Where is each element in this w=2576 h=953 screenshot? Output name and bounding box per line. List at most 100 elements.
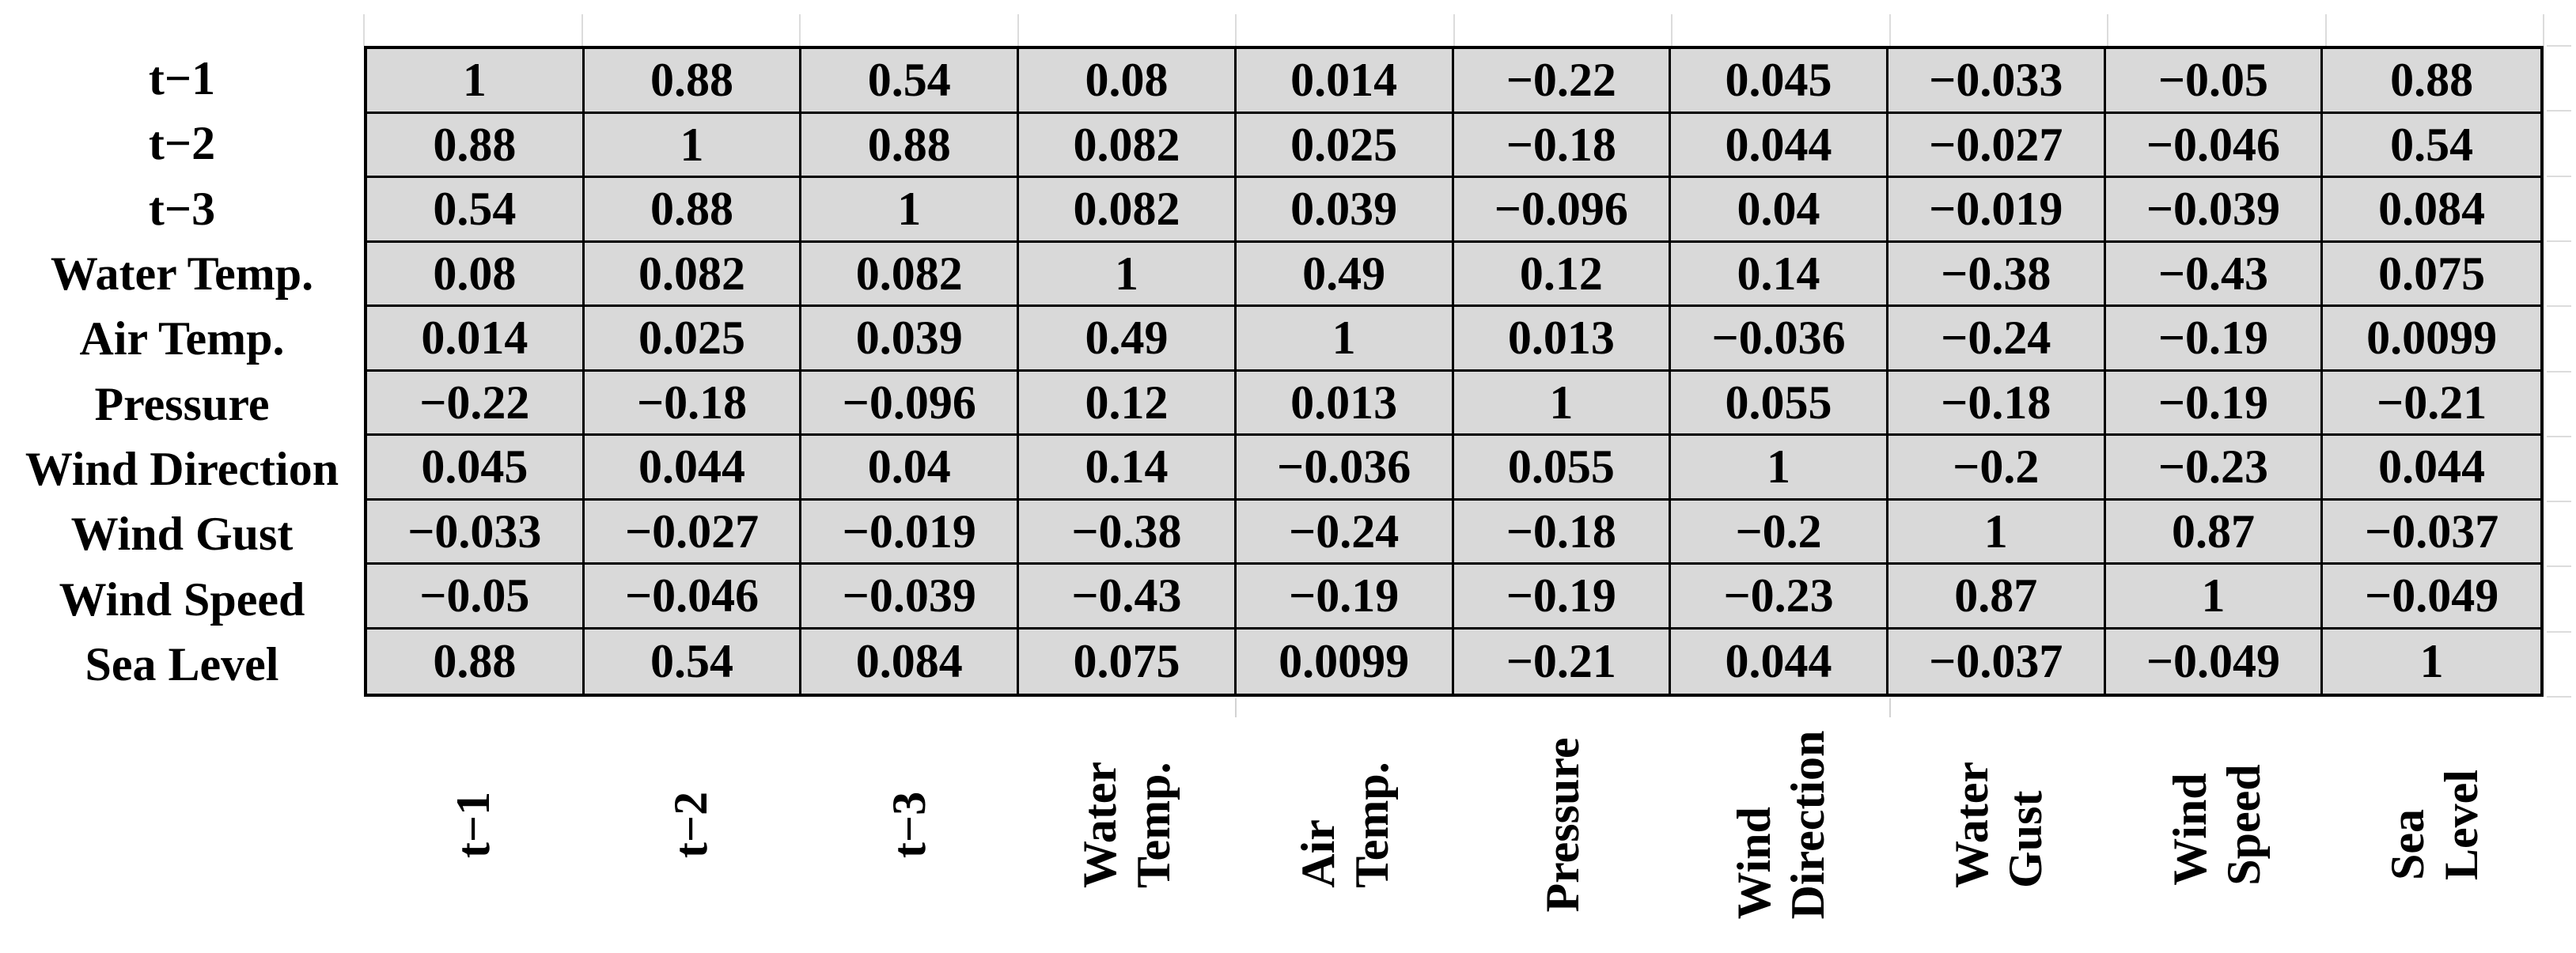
column-label-line: Temp. (1127, 762, 1180, 888)
matrix-cell: −0.43 (2105, 242, 2324, 307)
matrix-cell: −0.033 (367, 500, 585, 565)
matrix-cell: −0.38 (1019, 500, 1237, 565)
sheet-gridline-right (2547, 45, 2571, 47)
column-label-slot: Pressure (1454, 697, 1673, 953)
column-label-line: t−3 (882, 791, 935, 859)
matrix-cell: 0.88 (801, 113, 1020, 178)
matrix-cell: −0.049 (2323, 565, 2540, 630)
row-labels: t−1 t−2 t−3 Water Temp. Air Temp. Pressure Win… (0, 46, 364, 697)
sheet-gridline-above (1453, 14, 1455, 46)
matrix-cell: 1 (2419, 635, 2444, 688)
sheet-gridline-right (2547, 176, 2571, 177)
sheet-gridline-above (581, 14, 583, 46)
matrix-cell: 0.039 (1236, 178, 1454, 243)
matrix-cell: 1 (2105, 565, 2324, 630)
matrix-cell: −0.05 (2105, 49, 2324, 114)
column-label-line: t−2 (665, 791, 718, 859)
matrix-cell: −0.23 (1671, 565, 1888, 630)
matrix-cell: −0.036 (1236, 436, 1454, 501)
matrix-cell: 0.04 (801, 436, 1020, 501)
column-label-slot: t−1 (364, 697, 582, 953)
matrix-cell: −0.036 (1671, 307, 1888, 372)
column-label: Water Temp. (1073, 762, 1180, 888)
column-label-slot: t−2 (582, 697, 801, 953)
matrix-cell: 1 (1453, 371, 1672, 436)
sheet-gridline-right (2547, 371, 2571, 373)
sheet-gridline-below (1235, 698, 1237, 717)
column-label-slot: t−3 (800, 697, 1018, 953)
matrix-cell: 0.014 (367, 307, 585, 372)
matrix-cell: −0.05 (367, 565, 585, 630)
matrix-cell: −0.18 (584, 371, 802, 436)
sheet-gridline-above (1017, 14, 1019, 46)
column-label-line: t−1 (446, 791, 499, 859)
matrix-cell: 0.055 (1453, 436, 1672, 501)
matrix-cell: 0.082 (1019, 113, 1237, 178)
column-label: t−2 (664, 792, 718, 858)
matrix-cell: −0.22 (1453, 49, 1672, 114)
sheet-gridline-right (2547, 501, 2571, 502)
column-label: t−1 (446, 792, 500, 858)
column-label-line: Gust (1999, 790, 2052, 888)
column-label-line: Speed (2217, 764, 2270, 886)
matrix-cell: −0.037 (2323, 501, 2540, 565)
matrix-cell: 1 (584, 113, 802, 178)
row-label: Air Temp. (79, 312, 285, 365)
matrix-cell: −0.019 (1888, 178, 2106, 243)
matrix-cell: 0.14 (1019, 436, 1237, 501)
matrix-cell: 0.084 (801, 629, 1020, 694)
sheet-gridline-above (2325, 14, 2327, 46)
matrix-cell: −0.18 (1453, 500, 1672, 565)
matrix-cell: 0.039 (801, 307, 1020, 372)
matrix-cell: −0.019 (801, 500, 1020, 565)
matrix-cell: 0.08 (1019, 49, 1237, 114)
row-label: Wind Speed (59, 573, 305, 626)
matrix-cell: −0.033 (1888, 49, 2106, 114)
matrix-cell: 0.0099 (2323, 307, 2540, 372)
matrix-cell: −0.049 (2106, 629, 2324, 694)
matrix-cell: −0.24 (1236, 500, 1454, 565)
row-label: t−1 (148, 52, 216, 105)
column-label-slot: Water Temp. (1018, 697, 1237, 953)
matrix-cell: −0.046 (584, 565, 802, 630)
matrix-cell: −0.21 (1454, 629, 1672, 694)
column-label: Wind Direction (1727, 731, 1835, 920)
matrix-cell: 0.54 (801, 49, 1020, 114)
matrix-cell: 0.025 (1236, 113, 1454, 178)
matrix-cell: −0.19 (1236, 565, 1454, 630)
column-label-slot: Air Temp. (1236, 697, 1454, 953)
sheet-gridline-right (2547, 110, 2571, 112)
sheet-gridline-below (1889, 698, 1891, 717)
matrix-cell: 0.49 (1019, 307, 1237, 372)
matrix-cell: 0.044 (584, 436, 802, 501)
matrix-cell: −0.18 (1888, 371, 2106, 436)
matrix-cell: 0.044 (1671, 629, 1888, 694)
column-label-line: Wind (2163, 773, 2216, 886)
column-labels: t−1 t−2 t−3 Water Temp. Air Temp. Pressure Wind D… (364, 697, 2544, 953)
matrix-cell: −0.19 (2105, 307, 2324, 372)
matrix-cell: 0.88 (584, 49, 802, 114)
matrix-cell: 0.87 (1888, 565, 2106, 630)
row-label: Wind Direction (25, 442, 339, 495)
matrix-cell: −0.039 (2105, 178, 2324, 243)
matrix-cell: 0.045 (1671, 49, 1888, 114)
matrix-cell: 0.0099 (1237, 629, 1454, 694)
sheet-gridline-right (2547, 565, 2571, 567)
matrix-cell: −0.046 (2105, 113, 2324, 178)
column-label-line: Sea (2381, 808, 2434, 880)
row-label: Pressure (94, 377, 270, 430)
sheet-gridline-above (799, 14, 801, 46)
matrix-cell: −0.22 (367, 371, 585, 436)
matrix-cell: 0.025 (584, 307, 802, 372)
matrix-cell: 0.084 (2323, 178, 2540, 243)
matrix-cell: 0.013 (1453, 307, 1672, 372)
matrix-cell: 0.87 (2105, 500, 2324, 565)
matrix-cell: 0.88 (367, 113, 585, 178)
matrix-cell: 1 (1236, 307, 1454, 372)
matrix-cell: 0.88 (584, 178, 802, 243)
matrix-cell: 0.075 (1019, 629, 1237, 694)
matrix-cell: −0.43 (1019, 565, 1237, 630)
column-label: t−3 (882, 792, 936, 858)
matrix-cell: 0.055 (1671, 371, 1888, 436)
